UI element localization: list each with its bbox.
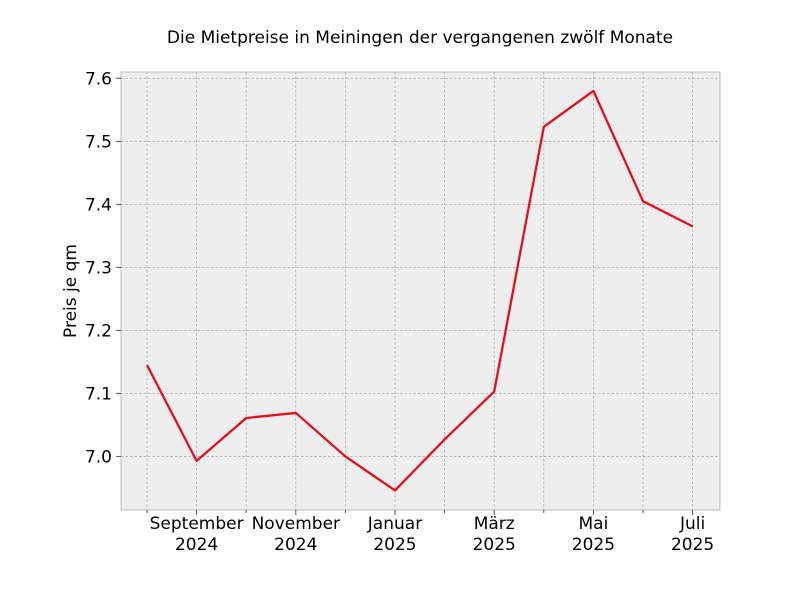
x-axis: September2024November2024Januar2025März2… xyxy=(146,510,714,555)
x-tick-label-year: 2024 xyxy=(274,535,317,555)
series-layer xyxy=(145,89,694,492)
y-axis-label: Preis je qm xyxy=(61,244,81,338)
x-tick-label-year: 2025 xyxy=(572,535,615,555)
x-tick-label-month: November xyxy=(252,514,340,534)
y-tick-label: 7.1 xyxy=(85,384,112,404)
y-axis: 7.0 7.1 7.2 7.3 7.4 7.5 7.6 xyxy=(85,69,121,467)
x-tick-label-month: Januar xyxy=(367,514,422,534)
plot-area xyxy=(120,71,721,511)
series-line xyxy=(145,89,694,492)
x-tick-label-year: 2024 xyxy=(175,535,218,555)
y-tick-label: 7.5 xyxy=(85,132,112,152)
y-tick-label: 7.4 xyxy=(85,195,112,215)
x-tick-label-month: Mai xyxy=(578,514,608,534)
y-tick-label: 7.3 xyxy=(85,258,112,278)
grid-lines xyxy=(121,72,720,510)
x-tick-label-month: März xyxy=(474,514,515,534)
x-tick-label-year: 2025 xyxy=(473,535,516,555)
chart-title: Die Mietpreise in Meiningen der vergange… xyxy=(167,28,673,48)
y-tick-label: 7.6 xyxy=(85,69,112,89)
x-tick-label-month: September xyxy=(150,514,244,534)
x-tick-label-year: 2025 xyxy=(373,535,416,555)
x-tick-label-month: Juli xyxy=(679,514,705,534)
y-tick-label: 7.2 xyxy=(85,321,112,341)
x-tick-label-year: 2025 xyxy=(671,535,714,555)
y-tick-label: 7.0 xyxy=(85,447,112,467)
